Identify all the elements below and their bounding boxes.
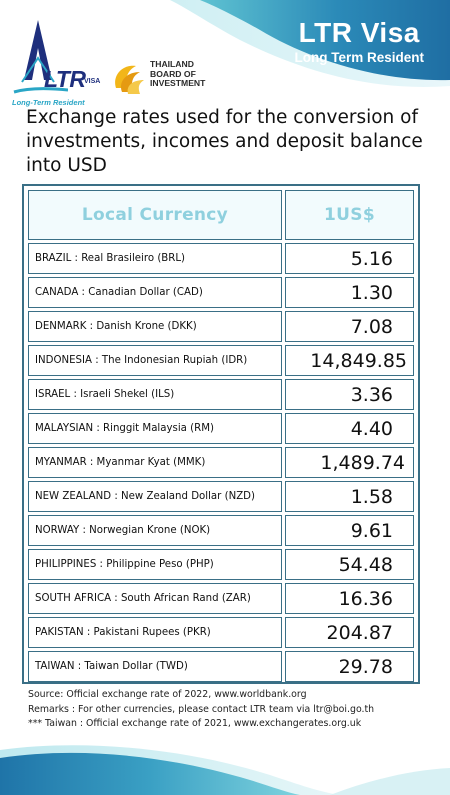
currency-cell: MALAYSIAN : Ringgit Malaysia (RM): [28, 412, 282, 445]
exchange-rate-table: Local Currency 1US$ BRAZIL : Real Brasil…: [22, 184, 420, 684]
table-row: PHILIPPINES : Philippine Peso (PHP) 54.48: [28, 548, 414, 581]
rate-cell: 9.61: [285, 514, 414, 547]
ltr-visa-title-block: LTR Visa Long Term Resident: [294, 18, 424, 66]
ltr-logo-tagline: Long-Term Resident: [12, 98, 85, 107]
rate-cell: 5.16: [285, 243, 414, 275]
table-row: MYANMAR : Myanmar Kyat (MMK) 1,489.74: [28, 446, 414, 479]
rate-cell: 29.78: [285, 650, 414, 683]
table-row: NEW ZEALAND : New Zealand Dollar (NZD) 1.…: [28, 480, 414, 513]
boi-logo: THAILAND BOARD OF INVESTMENT: [108, 58, 218, 98]
rate-cell: 54.48: [285, 548, 414, 581]
boi-logo-text: THAILAND BOARD OF INVESTMENT: [150, 59, 206, 89]
ltr-logo-brand-sub: VISA: [84, 78, 101, 85]
currency-cell: INDONESIA : The Indonesian Rupiah (IDR): [28, 344, 282, 377]
boi-emblem-icon: [115, 65, 144, 94]
rate-cell: 14,849.85: [285, 344, 414, 377]
currency-cell: MYANMAR : Myanmar Kyat (MMK): [28, 446, 282, 479]
currency-cell: NEW ZEALAND : New Zealand Dollar (NZD): [28, 480, 282, 513]
currency-cell: BRAZIL : Real Brasileiro (BRL): [28, 243, 282, 275]
column-header-currency: Local Currency: [28, 190, 282, 240]
currency-cell: PHILIPPINES : Philippine Peso (PHP): [28, 548, 282, 581]
table-row: BRAZIL : Real Brasileiro (BRL) 5.16: [28, 243, 414, 275]
rate-cell: 4.40: [285, 412, 414, 445]
currency-cell: PAKISTAN : Pakistani Rupees (PKR): [28, 616, 282, 649]
header-wave-background: [170, 0, 450, 87]
table-row: TAIWAN : Taiwan Dollar (TWD) 29.78: [28, 650, 414, 683]
currency-cell: SOUTH AFRICA : South African Rand (ZAR): [28, 582, 282, 615]
table-row: SOUTH AFRICA : South African Rand (ZAR) 1…: [28, 582, 414, 615]
header-title: LTR Visa: [298, 17, 420, 48]
footnotes: Source: Official exchange rate of 2022, …: [28, 688, 438, 732]
rate-cell: 7.08: [285, 310, 414, 343]
ltr-logo-brand: LTR: [44, 66, 86, 92]
footer-wave-background: [0, 745, 450, 795]
rate-cell: 1,489.74: [285, 446, 414, 479]
header-subtitle: Long Term Resident: [294, 50, 424, 65]
table-row: PAKISTAN : Pakistani Rupees (PKR) 204.87: [28, 616, 414, 649]
table-header-row: Local Currency 1US$: [28, 190, 414, 240]
rate-cell: 1.58: [285, 480, 414, 513]
ltr-logo: LTR VISA Long-Term Resident: [8, 18, 108, 107]
rate-cell: 16.36: [285, 582, 414, 615]
rate-cell: 204.87: [285, 616, 414, 649]
table-row: INDONESIA : The Indonesian Rupiah (IDR) 1…: [28, 344, 414, 377]
currency-cell: TAIWAN : Taiwan Dollar (TWD): [28, 650, 282, 683]
rate-cell: 3.36: [285, 378, 414, 411]
page-headline: Exchange rates used for the conversion o…: [26, 107, 423, 176]
table-row: ISRAEL : Israeli Shekel (ILS) 3.36: [28, 378, 414, 411]
currency-cell: NORWAY : Norwegian Krone (NOK): [28, 514, 282, 547]
column-header-rate: 1US$: [285, 190, 414, 240]
currency-cell: DENMARK : Danish Krone (DKK): [28, 310, 282, 343]
rate-cell: 1.30: [285, 276, 414, 309]
source-note: Source: Official exchange rate of 2022, …: [28, 689, 307, 700]
taiwan-note: *** Taiwan : Official exchange rate of 2…: [28, 718, 362, 729]
currency-cell: CANADA : Canadian Dollar (CAD): [28, 276, 282, 309]
table-row: NORWAY : Norwegian Krone (NOK) 9.61: [28, 514, 414, 547]
table-body: BRAZIL : Real Brasileiro (BRL) 5.16 CANAD…: [28, 243, 414, 685]
currency-cell: ISRAEL : Israeli Shekel (ILS): [28, 378, 282, 411]
temple-spire-icon: [13, 20, 68, 94]
table-row: MALAYSIAN : Ringgit Malaysia (RM) 4.40: [28, 412, 414, 445]
remarks-note: Remarks : For other currencies, please c…: [28, 703, 375, 715]
table-row: DENMARK : Danish Krone (DKK) 7.08: [28, 310, 414, 343]
table-row: CANADA : Canadian Dollar (CAD) 1.30: [28, 276, 414, 309]
